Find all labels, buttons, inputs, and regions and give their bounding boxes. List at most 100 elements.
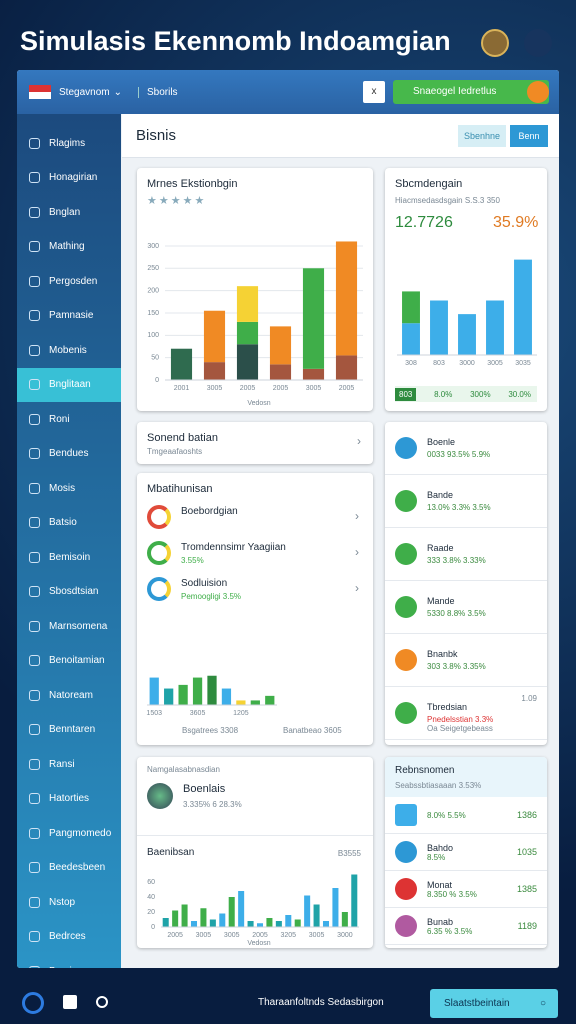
stat-text: Boenle 0033 93.5% 5.9% (427, 437, 490, 459)
sidebar-item[interactable]: Marnsomena (17, 609, 121, 644)
chart: 1503 3605 1205 (146, 675, 277, 717)
x-tick-label: 3000 (337, 932, 353, 939)
item-detail: 3.335% 6 28.3% (183, 800, 242, 809)
bar (256, 923, 264, 927)
sidebar-icon (29, 448, 40, 460)
stat-row[interactable]: Boenle 0033 93.5% 5.9% (385, 422, 547, 475)
stat-text: Bnanbk 303 3.8% 3.35% (427, 649, 486, 671)
bar (486, 300, 504, 355)
list-item[interactable]: Tromdennsimr Yaagiian 3.55% › (147, 539, 363, 569)
sidebar-item[interactable]: Mosis (17, 471, 121, 506)
sidebar-icon (29, 413, 40, 425)
x-tick-label: 2005 (273, 385, 289, 392)
sidebar-label: Bnglitaan (49, 379, 91, 391)
report-row[interactable]: Bunab 6.35 % 3.5% 1189 (385, 908, 547, 945)
sidebar-item[interactable]: Mathing (17, 230, 121, 265)
x-tick-label: 3005 (224, 932, 240, 939)
footer-item: Banatbeao 3605 (283, 726, 342, 735)
sidebar-item[interactable]: Pamnasie (17, 299, 121, 334)
bar (402, 323, 420, 355)
bar (514, 259, 532, 355)
sidebar-item[interactable]: Bnglan (17, 195, 121, 230)
sidebar-item[interactable]: Batsio (17, 506, 121, 541)
sidebar-item[interactable]: Pangmomedo (17, 816, 121, 851)
sidebar-label: Pergosden (49, 275, 98, 287)
ring-icon (147, 577, 171, 601)
chart: 308 803 3000 3005 3035 (397, 259, 537, 367)
sidebar-item[interactable]: Bemisoin (17, 540, 121, 575)
stat-row[interactable]: Bnanbk 303 3.8% 3.35% (385, 634, 547, 687)
card-subtitle: Seabssbtiasaaan 3.53% (395, 781, 482, 790)
flag (29, 85, 51, 99)
sidebar-item[interactable]: Natoream (17, 678, 121, 713)
stat-row[interactable]: Tbredsian Pnedelsstian 3.3% (385, 687, 547, 740)
action-button[interactable]: Snaeogel Iedretlus (393, 80, 549, 104)
sidebar-item[interactable]: Rlagims (17, 126, 121, 161)
sidebar-icon (29, 793, 40, 805)
sidebar-item[interactable]: Bendues (17, 437, 121, 472)
stat-icon (395, 649, 417, 671)
report-detail: 6.35 % 3.5% (427, 926, 473, 936)
region[interactable]: Stegavnom (59, 86, 110, 98)
tab[interactable]: Sborils (137, 86, 178, 98)
y-tick-label: 50 (151, 355, 159, 362)
report-row[interactable]: 8.0% 5.5% 1386 (385, 797, 547, 834)
sidebar-item[interactable]: Ransi (17, 747, 121, 782)
sidebar-item[interactable]: Benntaren (17, 713, 121, 748)
chevron: › (355, 509, 359, 523)
sidebar-item[interactable]: Beedesbeen (17, 851, 121, 886)
nav-icon[interactable] (63, 995, 77, 1009)
report-row[interactable]: Monat 8.350 % 3.5% 1385 (385, 871, 547, 908)
sidebar-item[interactable]: Nstop (17, 885, 121, 920)
sidebar-item[interactable]: Honagirian (17, 161, 121, 196)
x-tick-label: 2005 (167, 932, 183, 939)
list-item[interactable]: Sodluision Pemoogligi 3.5% › (147, 575, 363, 605)
info-card[interactable]: Sonend batian Tmgeaafaoshts › (137, 422, 373, 464)
button[interactable]: Sbenhne (458, 125, 506, 147)
stat-row[interactable]: Bande 13.0% 3.3% 3.5% (385, 475, 547, 528)
item-title: Boenlais (183, 783, 226, 795)
stat-row[interactable]: Mande 5330 8.8% 3.5% (385, 581, 547, 634)
button[interactable]: Benn (510, 125, 548, 147)
report-row[interactable]: Bahdo 8.5% 1035 (385, 834, 547, 871)
settings-icon[interactable] (524, 29, 552, 57)
sidebar-item[interactable]: Mobenis (17, 333, 121, 368)
bar (458, 314, 476, 355)
sidebar-icon (29, 620, 40, 632)
report-card: Rebnsnomen Seabssbtiasaaan 3.53% 8.0% 5.… (385, 757, 547, 948)
sidebar-icon (29, 379, 40, 391)
x-tick-label: 3605 (190, 710, 206, 717)
bar (302, 368, 325, 380)
nav-icon[interactable] (22, 992, 44, 1014)
item-detail: Pemoogligi 3.5% (181, 592, 242, 601)
sidebar-icon (29, 689, 40, 701)
avatar[interactable] (481, 29, 509, 57)
sidebar-item[interactable]: Benoitamian (17, 644, 121, 679)
y-tick-label: 250 (147, 265, 159, 272)
card-subtitle: Hiacmsedasdsgain S.S.3 350 (395, 196, 500, 205)
bar (335, 241, 358, 356)
stat-icon (395, 490, 417, 512)
sidebar-item[interactable]: Bamisa (17, 954, 121, 968)
sidebar-item[interactable]: Bnglitaan (17, 367, 121, 402)
nav-icon[interactable] (96, 996, 108, 1008)
sidebar-item[interactable]: Pergosden (17, 264, 121, 299)
chevron: › (355, 545, 359, 559)
bar (313, 904, 320, 927)
sidebar-item[interactable]: Sbosdtsian (17, 575, 121, 610)
stat-title: Tbredsian (427, 702, 468, 712)
bar (266, 918, 273, 927)
sidebar-item[interactable]: Bedrces (17, 920, 121, 955)
sidebar-item[interactable]: Roni (17, 402, 121, 437)
bar (149, 677, 159, 705)
list-item[interactable]: Boebordgian › (147, 503, 363, 533)
footer-button[interactable]: Slaatstbeintain ○ (430, 989, 558, 1018)
stat-title: Raade (427, 543, 454, 553)
report-text: Monat 8.350 % 3.5% (427, 880, 477, 899)
sidebar-item[interactable]: Hatorties (17, 782, 121, 817)
x-tick-label: 3005 (207, 385, 223, 392)
sidebar-icon (29, 965, 40, 968)
close-button[interactable]: x (363, 81, 385, 103)
stat-detail: 0033 93.5% 5.9% (427, 450, 491, 459)
stat-row[interactable]: Raade 333 3.8% 3.33% (385, 528, 547, 581)
